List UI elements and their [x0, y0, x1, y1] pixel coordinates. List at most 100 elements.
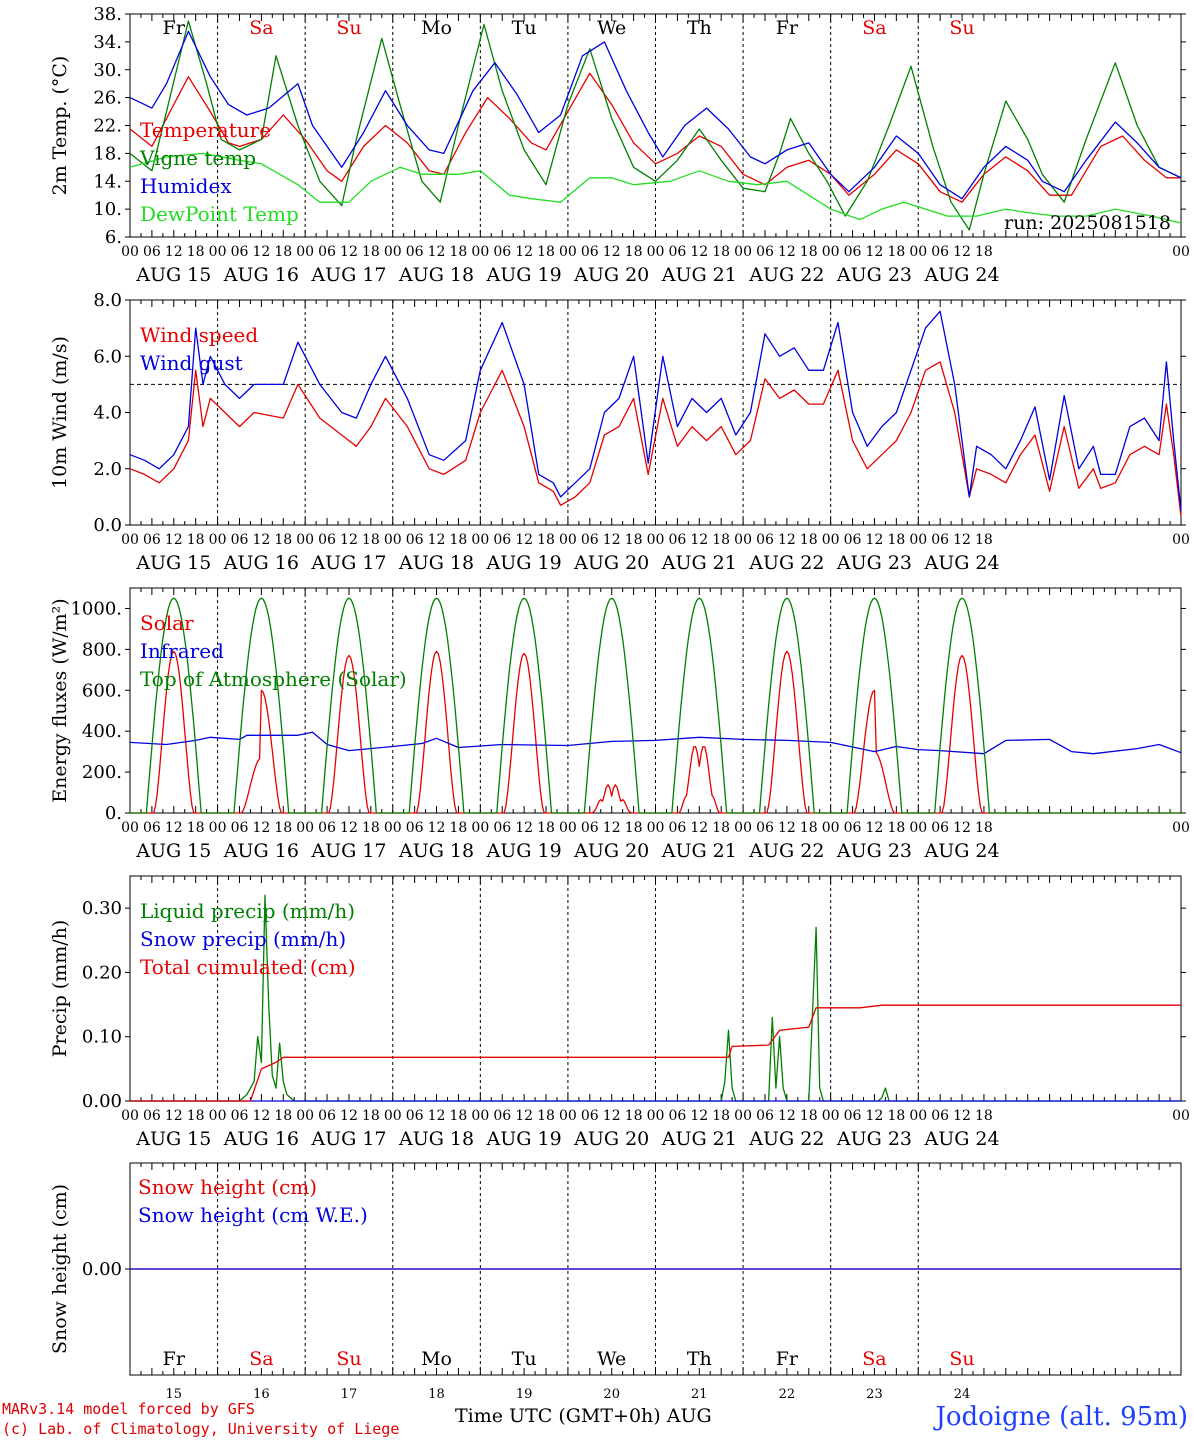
y-tick-label: 26.: [93, 88, 122, 109]
y-tick-label: 6.: [105, 227, 122, 248]
hour-label: 00: [121, 244, 139, 260]
hour-label: 00: [734, 820, 752, 836]
hour-label: 12: [603, 820, 621, 836]
hour-label: 06: [931, 244, 949, 260]
hour-label: 12: [515, 532, 533, 548]
weekday-label: Fr: [163, 17, 186, 39]
date-label: AUG 20: [573, 552, 649, 574]
date-label: AUG 24: [923, 264, 999, 286]
legend-entry: Snow height (cm): [138, 1175, 317, 1199]
hour-label: 18: [274, 1108, 292, 1124]
hour-label: 00: [822, 820, 840, 836]
hour-label: 00: [559, 532, 577, 548]
hour-label: 18: [625, 244, 643, 260]
hour-label: 06: [143, 820, 161, 836]
hour-label: 06: [756, 820, 774, 836]
legend-entry: Snow height (cm W.E.): [138, 1203, 368, 1227]
y-tick-label: 14.: [93, 171, 122, 192]
panel-1: 6. 10. 14. 18. 22. 26. 30. 34. 38. 2m Temp. (°C) T…: [49, 4, 1190, 286]
date-label: AUG 23: [836, 264, 912, 286]
y-tick-label: 0.10: [82, 1027, 122, 1048]
hour-label: 12: [340, 532, 358, 548]
day-number-label: 23: [866, 1387, 883, 1402]
hour-label: 18: [187, 820, 205, 836]
hour-label: 06: [318, 244, 336, 260]
date-label: AUG 24: [923, 840, 999, 862]
date-label: AUG 17: [310, 264, 386, 286]
y-tick-label: 200.: [82, 762, 122, 783]
y-tick-label: 0.00: [82, 1259, 122, 1280]
hour-label: 12: [690, 820, 708, 836]
hour-label: 12: [690, 532, 708, 548]
weekday-label: Mo: [421, 1348, 452, 1370]
hour-label: 18: [975, 244, 993, 260]
series-line: [130, 597, 1181, 814]
hour-label: 18: [625, 820, 643, 836]
weekday-label: We: [597, 1348, 626, 1370]
hour-label: 06: [231, 820, 249, 836]
y-tick-label: 400.: [82, 721, 122, 742]
y-tick-label: 0.30: [82, 898, 122, 919]
series-line: [129, 310, 1182, 511]
hour-label: 18: [887, 532, 905, 548]
series-line: [130, 1004, 1181, 1102]
hour-label: 12: [515, 244, 533, 260]
hour-label: 00: [296, 244, 314, 260]
hour-label: 06: [668, 244, 686, 260]
hour-label: 06: [931, 1108, 949, 1124]
hour-label: 12: [866, 532, 884, 548]
hour-label: 00: [471, 244, 489, 260]
hour-label: 12: [690, 244, 708, 260]
y-tick-label: 1000.: [70, 598, 122, 619]
hour-label: 00: [296, 1108, 314, 1124]
hour-label: 00: [471, 1108, 489, 1124]
hour-label: 18: [187, 1108, 205, 1124]
date-label: AUG 23: [836, 1128, 912, 1150]
hour-label: 18: [362, 532, 380, 548]
hour-label: 06: [668, 1108, 686, 1124]
date-label: AUG 19: [486, 840, 562, 862]
hour-label: 00: [1172, 820, 1190, 836]
hour-label: 18: [362, 244, 380, 260]
hour-label: 12: [866, 244, 884, 260]
hour-label: 00: [909, 820, 927, 836]
date-label: AUG 16: [223, 264, 299, 286]
hour-label: 06: [231, 1108, 249, 1124]
hour-label: 00: [209, 532, 227, 548]
hour-label: 00: [559, 820, 577, 836]
hour-label: 18: [975, 532, 993, 548]
legend-entry: Total cumulated (cm): [140, 955, 356, 979]
day-number-label: 22: [779, 1387, 796, 1402]
date-label: AUG 16: [223, 840, 299, 862]
y-axis-label: 10m Wind (m/s): [49, 336, 71, 489]
hour-label: 00: [734, 1108, 752, 1124]
hour-label: 06: [406, 532, 424, 548]
y-tick-label: 22.: [93, 116, 122, 137]
weekday-label: Su: [336, 1348, 361, 1370]
hour-label: 18: [625, 532, 643, 548]
hour-label: 00: [121, 820, 139, 836]
legend-entry: Wind speed: [140, 323, 258, 347]
hour-label: 00: [384, 820, 402, 836]
hour-label: 18: [712, 1108, 730, 1124]
y-axis-label: Precip (mm/h): [49, 920, 71, 1058]
date-label: AUG 15: [135, 552, 211, 574]
series-line: [129, 361, 1182, 517]
y-tick-label: 800.: [82, 639, 122, 660]
day-number-label: 19: [516, 1387, 533, 1402]
hour-label: 06: [581, 820, 599, 836]
weekday-label: Sa: [862, 17, 886, 39]
date-label: AUG 22: [748, 1128, 824, 1150]
date-label: AUG 19: [486, 264, 562, 286]
date-label: AUG 18: [398, 552, 474, 574]
legend-entry: Liquid precip (mm/h): [140, 899, 355, 923]
plot-frame: [129, 587, 1182, 814]
legend-entry: Infrared: [140, 639, 224, 663]
date-label: AUG 23: [836, 552, 912, 574]
hour-label: 18: [800, 820, 818, 836]
hour-label: 06: [406, 1108, 424, 1124]
hour-label: 18: [887, 244, 905, 260]
hour-label: 00: [384, 532, 402, 548]
hour-label: 12: [340, 820, 358, 836]
